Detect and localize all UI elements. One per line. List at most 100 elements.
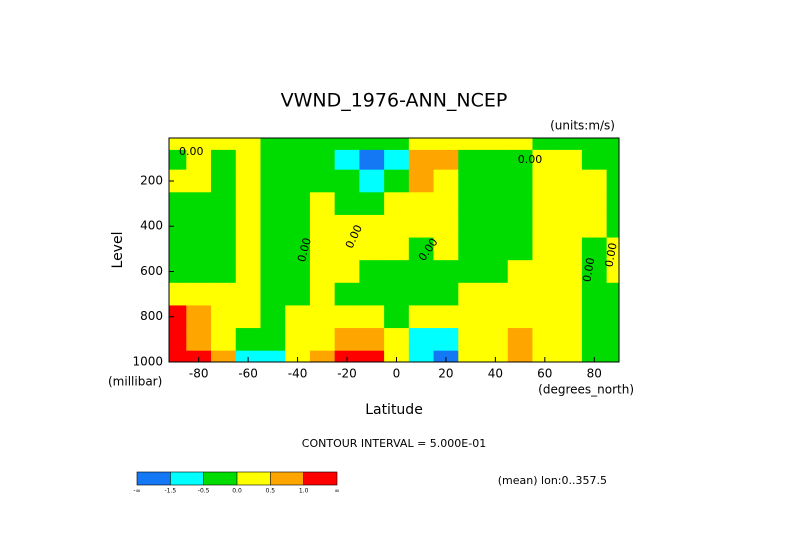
contour-cell [557, 328, 583, 352]
contour-cell [235, 282, 261, 306]
contour-cell [606, 169, 620, 193]
contour-cell [408, 138, 435, 151]
contour-cell [384, 214, 410, 239]
contour-cell [581, 138, 608, 151]
contour-cell [606, 192, 620, 216]
contour-cell [285, 169, 311, 193]
contour-cell [507, 350, 533, 363]
x-tick-label: -20 [337, 367, 357, 381]
colorbar-label: 1.0 [299, 488, 309, 495]
contour-cell [581, 305, 608, 329]
contour-cell [169, 169, 187, 193]
contour-cell [309, 282, 336, 306]
contour-cell [606, 282, 620, 306]
contour-cell [169, 260, 187, 284]
colorbar-label: 0.0 [232, 488, 242, 495]
contour-cell [359, 328, 385, 352]
contour-cell [359, 169, 385, 193]
contour-cell [359, 282, 385, 306]
contour-cell [384, 192, 410, 216]
contour-cell [309, 350, 336, 363]
contour-cell [507, 237, 533, 261]
contour-cell [507, 328, 533, 352]
contour-cell [211, 192, 237, 216]
contour-cell [458, 260, 484, 284]
contour-label: 0.00 [518, 153, 543, 166]
contour-cell [532, 305, 558, 329]
contour-cell [334, 192, 360, 216]
contour-note: CONTOUR INTERVAL = 5.000E-01 [302, 437, 486, 450]
contour-cell [532, 282, 558, 306]
contour-cell [285, 149, 311, 171]
contour-cell [532, 350, 558, 363]
contour-cell [581, 282, 608, 306]
contour-cell [433, 138, 459, 151]
contour-cell [285, 214, 311, 239]
contour-cell [507, 305, 533, 329]
colorbar-box [137, 472, 171, 485]
contour-cell [408, 214, 435, 239]
contour-cell [334, 350, 360, 363]
contour-cell [359, 260, 385, 284]
contour-cell [359, 237, 385, 261]
contour-cell [606, 214, 620, 239]
contour-cell [507, 192, 533, 216]
colorbar-end-label: -∞ [133, 488, 140, 495]
contour-cell [260, 350, 286, 363]
contour-cell [507, 169, 533, 193]
contour-cell [309, 260, 336, 284]
contour-cell [359, 192, 385, 216]
contour-cell [309, 305, 336, 329]
footnote: (mean) lon:0..357.5 [498, 474, 607, 487]
x-tick-label: 0 [393, 367, 401, 381]
contour-label: 0.00 [603, 242, 620, 268]
contour-cell [334, 214, 360, 239]
contour-cell [260, 328, 286, 352]
contour-cell [408, 237, 435, 261]
contour-cell [260, 149, 286, 171]
x-tick-label: 20 [438, 367, 453, 381]
contour-cell [359, 214, 385, 239]
contour-cell [557, 214, 583, 239]
contour-cell [433, 192, 459, 216]
units-label: (units:m/s) [550, 119, 615, 133]
contour-cell [433, 149, 459, 171]
contour-cell [235, 237, 261, 261]
contour-cell [260, 192, 286, 216]
contour-cell [557, 149, 583, 171]
colorbar-label: -1.5 [164, 488, 176, 495]
contour-cell [557, 138, 583, 151]
x-tick-label: 80 [587, 367, 602, 381]
contour-cell [532, 169, 558, 193]
contour-cell [359, 149, 385, 171]
contour-cell [581, 260, 608, 284]
contour-cell [433, 328, 459, 352]
contour-cell [532, 192, 558, 216]
contour-cell [260, 138, 286, 151]
contour-cell [169, 328, 187, 352]
colorbar-box [170, 472, 204, 485]
contour-cell [384, 138, 410, 151]
contour-cell [260, 214, 286, 239]
contour-cell [557, 192, 583, 216]
contour-cell [483, 214, 509, 239]
contour-cell [581, 169, 608, 193]
contour-cell [433, 260, 459, 284]
contour-cell [458, 138, 484, 151]
contour-cell [186, 149, 212, 171]
contour-cell [169, 350, 187, 363]
contour-cell [606, 305, 620, 329]
contour-cell [285, 260, 311, 284]
plot-frame [168, 137, 620, 363]
contour-cell [483, 237, 509, 261]
contour-cell [211, 305, 237, 329]
contour-cell [334, 149, 360, 171]
contour-cell [408, 350, 435, 363]
contour-cell [211, 350, 237, 363]
contour-cell [557, 237, 583, 261]
contour-cell [235, 192, 261, 216]
y-tick-label: 600 [140, 264, 163, 278]
contour-cell [606, 350, 620, 363]
x-units-label: (degrees_north) [538, 383, 634, 397]
contour-cell [458, 214, 484, 239]
